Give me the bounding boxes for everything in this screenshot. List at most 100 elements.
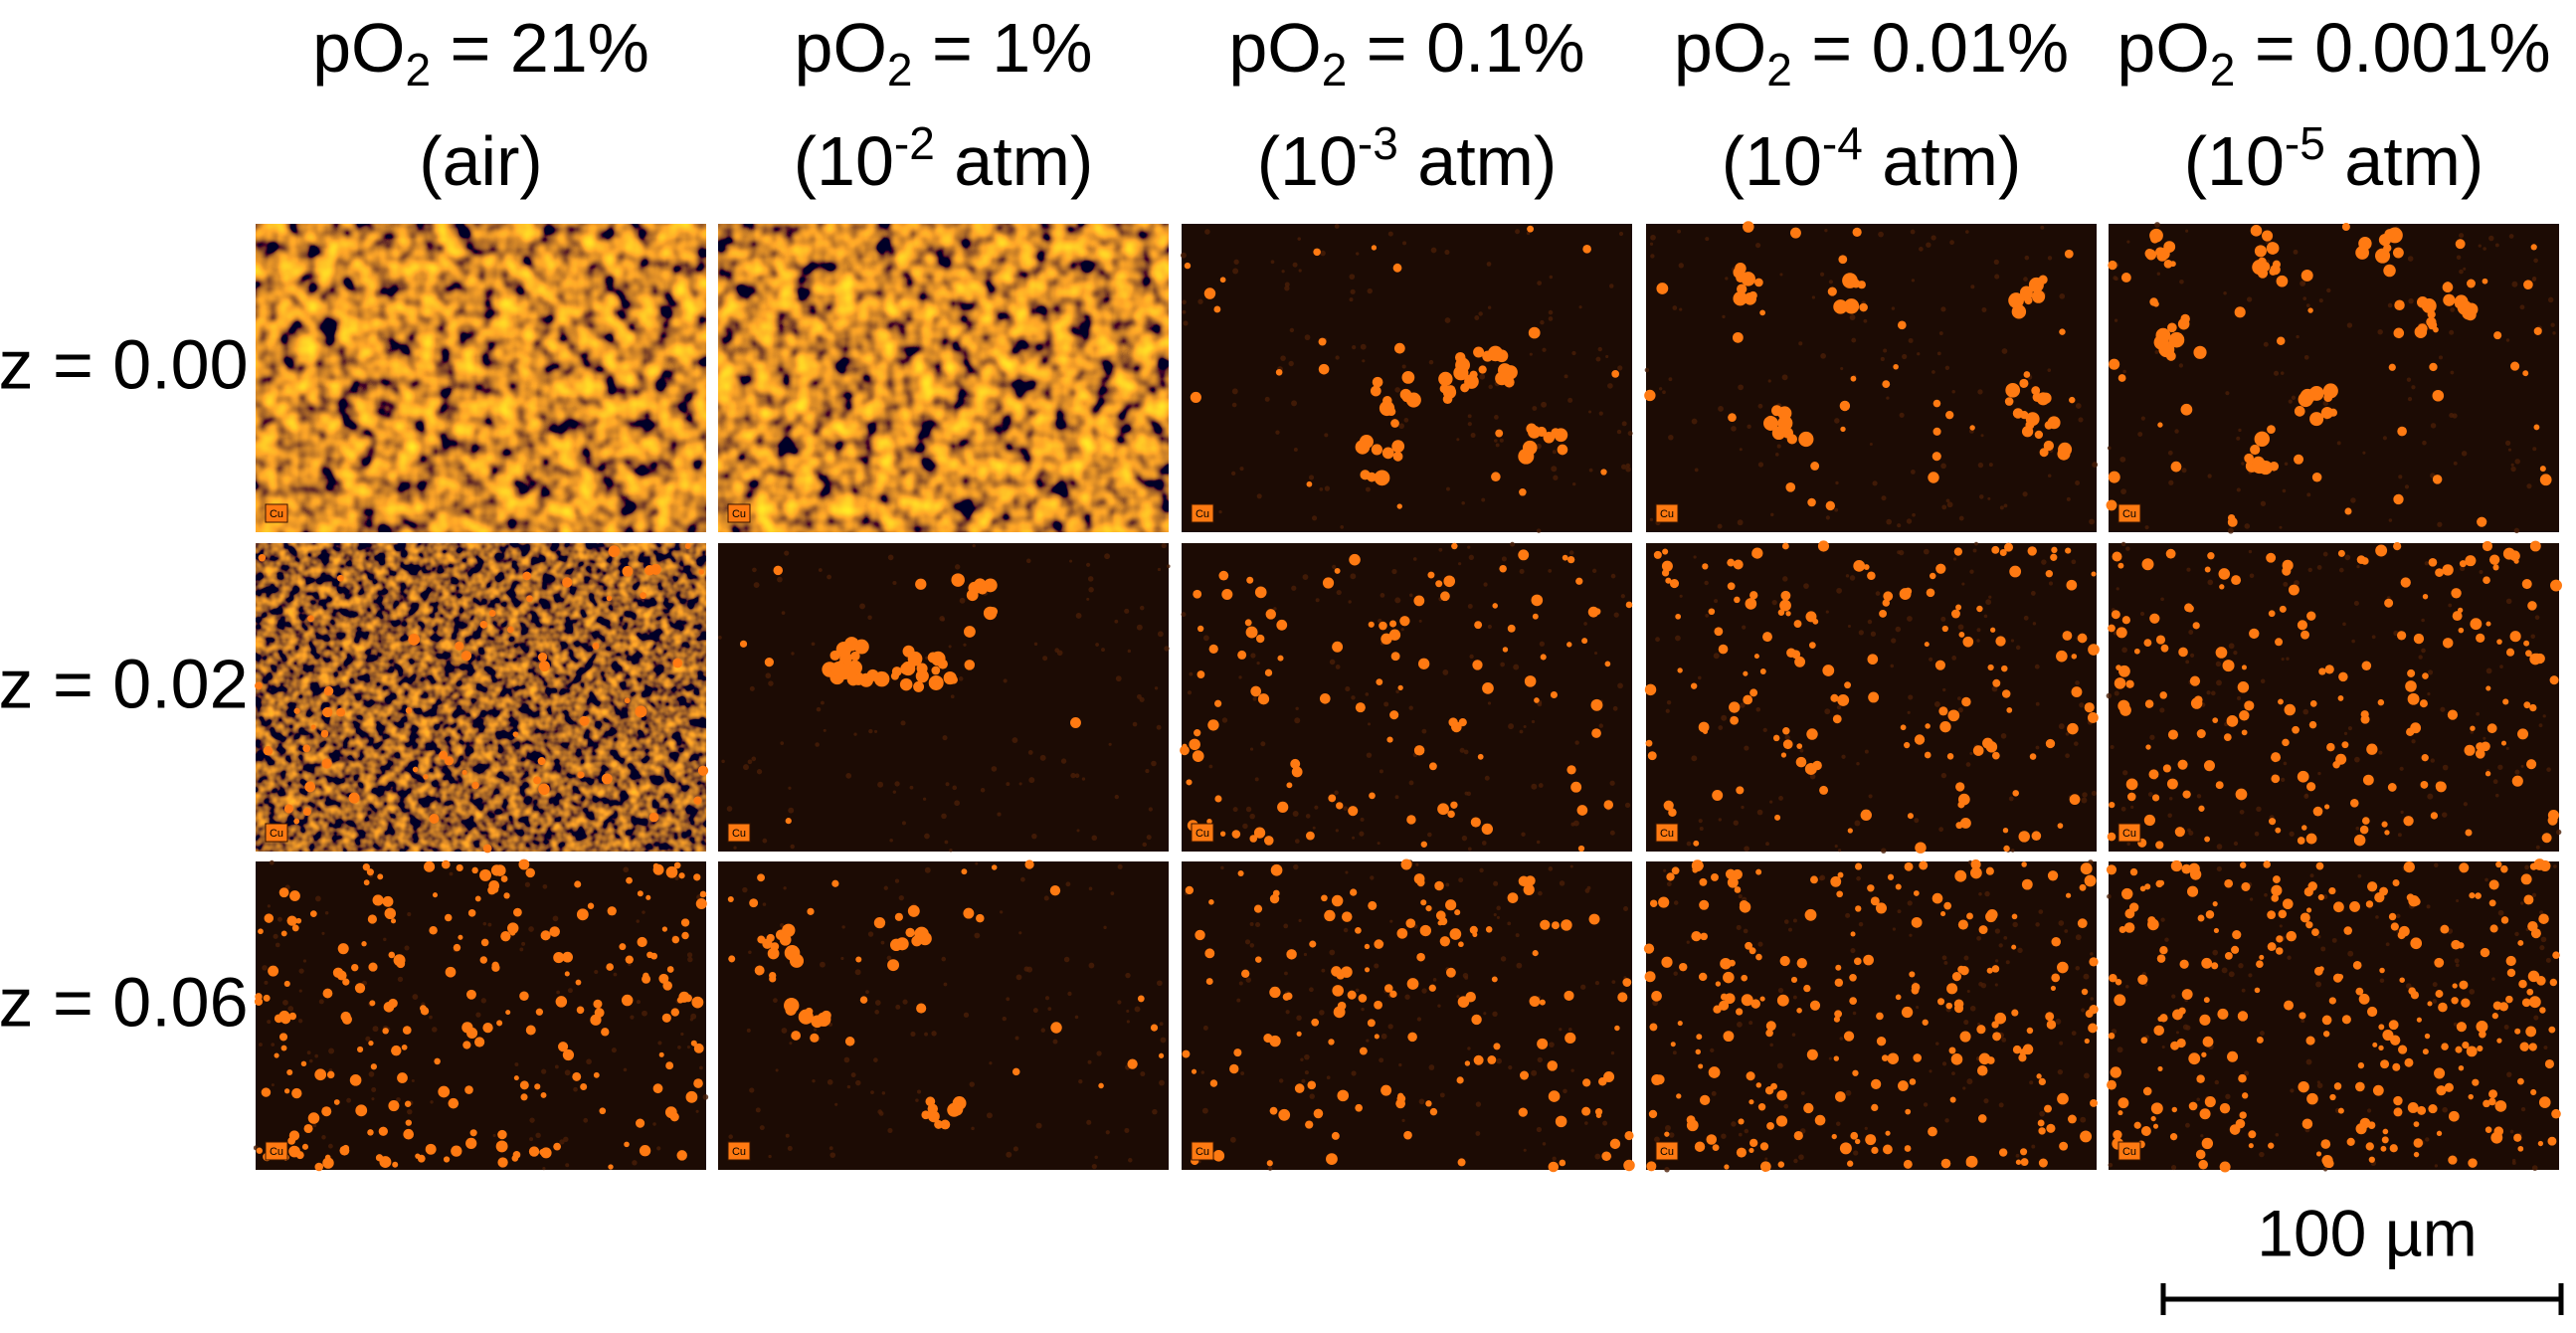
cu-particle	[2388, 912, 2397, 921]
cu-particle	[528, 1146, 540, 1157]
speckle	[1033, 642, 1038, 647]
cu-particle	[1868, 691, 1880, 703]
cu-particle	[2469, 892, 2476, 899]
cu-particle	[576, 908, 589, 921]
cu-particle	[1907, 813, 1914, 820]
cu-particle	[1208, 644, 1218, 654]
cu-particle	[2244, 700, 2255, 711]
cu-particle	[291, 924, 299, 932]
speckle	[1314, 805, 1319, 810]
cu-particle	[593, 999, 603, 1009]
cu-particle	[2050, 553, 2058, 561]
cu-particle	[2020, 1148, 2028, 1156]
speckle	[2432, 999, 2438, 1004]
speckle	[2430, 423, 2437, 429]
speckle	[1737, 1021, 1743, 1028]
speckle	[2108, 1162, 2114, 1168]
speckle	[1311, 515, 1318, 521]
cu-particle	[2467, 279, 2476, 288]
cu-particle	[2509, 631, 2521, 643]
cu-particle	[1543, 432, 1556, 444]
cu-particle	[1437, 803, 1449, 816]
map-panel: Cu	[1180, 224, 1633, 533]
cu-particle	[2500, 916, 2509, 924]
cu-particle	[899, 677, 913, 691]
cu-particle	[443, 1156, 451, 1163]
speckle	[2437, 521, 2443, 527]
speckle	[969, 1081, 975, 1087]
speckle	[1598, 411, 1603, 416]
speckle	[315, 895, 321, 902]
cu-particle	[1946, 753, 1954, 760]
speckle	[749, 685, 755, 691]
cu-particle	[2106, 864, 2117, 875]
cu-particle	[2159, 691, 2167, 699]
cu-particle	[497, 1129, 507, 1140]
cu-particle	[1785, 481, 1796, 492]
cu-particle	[1355, 702, 1366, 713]
speckle	[298, 968, 304, 974]
cu-particle	[1481, 823, 1494, 836]
cu-particle	[1965, 1160, 1972, 1167]
speckle	[1944, 1118, 1949, 1123]
speckle	[1911, 279, 1916, 283]
speckle	[1114, 794, 1119, 800]
cu-particle	[354, 983, 366, 994]
speckle	[1731, 426, 1737, 432]
cu-particle	[2114, 677, 2126, 689]
cu-particle	[1661, 956, 1673, 968]
speckle	[1559, 1028, 1563, 1032]
speckle	[1932, 370, 1935, 374]
cu-particle	[1219, 831, 1226, 837]
cu-particle	[1278, 1108, 1291, 1121]
cu-particle	[488, 879, 500, 891]
speckle	[1552, 450, 1557, 455]
cu-particle	[1970, 866, 1982, 879]
cu-particle	[652, 862, 659, 869]
speckle	[1114, 619, 1119, 624]
speckle	[2260, 500, 2267, 506]
speckle	[1308, 475, 1315, 480]
cu-particle	[1406, 815, 1416, 825]
title-sub: 2	[1322, 44, 1348, 95]
speckle	[2483, 736, 2486, 740]
cu-particle	[2224, 878, 2234, 888]
cu-particle	[1450, 801, 1458, 809]
speckle	[2171, 994, 2176, 999]
speckle	[827, 574, 831, 580]
cu-particle	[2305, 907, 2312, 913]
cu-particle	[2397, 631, 2407, 641]
cu-particle	[1838, 255, 1848, 265]
speckle	[552, 915, 559, 922]
cu-particle	[1698, 721, 1710, 733]
speckle	[1673, 971, 1678, 976]
speckle	[1383, 701, 1389, 707]
cu-particle	[1413, 595, 1425, 607]
cu-particle	[1870, 896, 1880, 906]
cu-particle	[1286, 949, 1297, 960]
speckle	[1872, 480, 1878, 486]
cu-particle	[964, 660, 976, 670]
speckle	[1501, 556, 1507, 562]
element-badge	[2117, 1141, 2141, 1161]
speckle	[1737, 519, 1744, 526]
cu-particle	[2273, 875, 2281, 883]
speckle	[1743, 928, 1748, 934]
cu-particle	[2505, 648, 2515, 657]
cu-particle	[2539, 466, 2546, 473]
speckle	[2344, 554, 2351, 561]
cu-particle	[1213, 305, 1221, 313]
speckle	[1568, 550, 1574, 555]
speckle	[2040, 225, 2045, 230]
cu-particle	[1958, 632, 1965, 638]
speckle	[1078, 1078, 1083, 1084]
speckle	[909, 785, 914, 790]
speckle	[1625, 467, 1631, 473]
speckle	[1665, 708, 1670, 713]
speckle	[487, 922, 492, 927]
cu-particle	[587, 902, 595, 909]
cu-particle	[1855, 862, 1863, 870]
cu-particle	[1644, 683, 1657, 696]
cu-particle	[1523, 883, 1535, 895]
speckle	[1379, 1057, 1384, 1063]
